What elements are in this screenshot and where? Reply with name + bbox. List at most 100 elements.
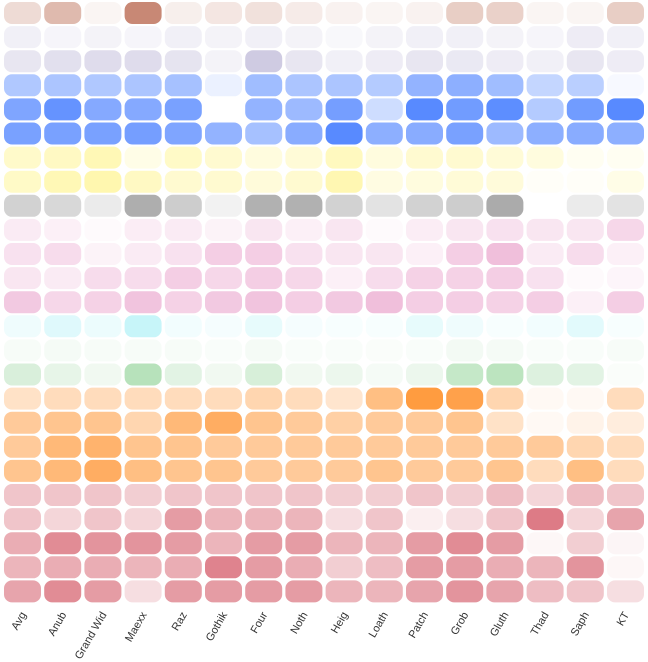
heatmap-cell-g3-r1-avg bbox=[4, 170, 41, 193]
heatmap-cell-g0-r0-kt bbox=[607, 2, 644, 24]
heatmap-cell-g9-r3-noth bbox=[285, 556, 323, 579]
heatmap-cell-g2-r1-kt bbox=[607, 98, 644, 121]
heatmap-cell-g5-r2-loath bbox=[365, 267, 403, 290]
heatmap-cell-g8-r2-gluth bbox=[486, 435, 524, 458]
heatmap-cell-g5-r3-maexx bbox=[124, 291, 162, 314]
heatmap-cell-g2-r2-grand-wid bbox=[84, 122, 122, 145]
heatmap-cell-g9-r0-four bbox=[245, 484, 283, 506]
heatmap-cell-g2-r1-gothik bbox=[205, 98, 242, 121]
heatmap-cell-g9-r0-thad bbox=[526, 484, 564, 506]
heatmap-cell-g5-r3-gluth bbox=[486, 291, 524, 314]
heatmap-cell-g5-r1-raz bbox=[164, 243, 202, 265]
heatmap-cell-g9-r0-grand-wid bbox=[84, 484, 122, 506]
heatmap-cell-g2-r2-gluth bbox=[486, 122, 524, 145]
heatmap-cell-g5-r0-grob bbox=[446, 218, 484, 241]
heatmap-cell-g3-r0-saph bbox=[566, 146, 604, 169]
heatmap-cell-g9-r3-anub bbox=[44, 556, 82, 579]
heatmap-cell-g3-r1-raz bbox=[164, 170, 202, 193]
heatmap-cell-g5-r0-gothik bbox=[205, 218, 242, 241]
column-label-saph: Saph bbox=[569, 610, 592, 638]
heatmap-cell-g2-r2-maexx bbox=[124, 122, 162, 145]
heatmap-cell-g6-r0-noth bbox=[285, 315, 323, 338]
heatmap-cell-g5-r1-noth bbox=[285, 243, 323, 265]
heatmap-cell-g3-r0-avg bbox=[4, 146, 41, 169]
heatmap-cell-g3-r0-patch bbox=[406, 146, 443, 169]
heatmap-cell-g9-r3-heig bbox=[325, 556, 363, 579]
heatmap-cell-g4-r0-kt bbox=[607, 194, 644, 217]
heatmap-cell-g6-r0-anub bbox=[44, 315, 82, 338]
heatmap-cell-g2-r2-thad bbox=[526, 122, 564, 145]
heatmap-cell-g8-r3-patch bbox=[406, 459, 443, 482]
heatmap-cell-g2-r2-grob bbox=[446, 122, 484, 145]
heatmap-cell-g9-r4-gothik bbox=[205, 580, 242, 603]
heatmap-cell-g9-r3-maexx bbox=[124, 556, 162, 579]
heatmap-cell-g9-r2-maexx bbox=[124, 532, 162, 555]
heatmap-cell-g9-r2-raz bbox=[164, 532, 202, 555]
column-label-heig: Heig bbox=[329, 610, 351, 636]
heatmap-cell-g0-r0-loath bbox=[365, 2, 403, 24]
heatmap-cell-g5-r0-maexx bbox=[124, 218, 162, 241]
heatmap-cell-g9-r4-kt bbox=[607, 580, 644, 603]
heatmap-cell-g5-r1-loath bbox=[365, 243, 403, 265]
heatmap-cell-g7-r0-gluth bbox=[486, 339, 524, 362]
heatmap-cell-g5-r1-grand-wid bbox=[84, 243, 122, 265]
heatmap-cell-g9-r1-kt bbox=[607, 508, 644, 531]
heatmap-cell-g5-r1-anub bbox=[44, 243, 82, 265]
heatmap-cell-g7-r0-grob bbox=[446, 339, 484, 362]
heatmap-cell-g2-r2-kt bbox=[607, 122, 644, 145]
heatmap-cell-g8-r0-patch bbox=[406, 387, 443, 410]
heatmap-cell-g2-r0-grob bbox=[446, 74, 484, 97]
heatmap-cell-g9-r4-grob bbox=[446, 580, 484, 603]
heatmap-cell-g5-r3-grob bbox=[446, 291, 484, 314]
heatmap-cell-g9-r4-avg bbox=[4, 580, 41, 603]
heatmap-cell-g5-r3-gothik bbox=[205, 291, 242, 314]
heatmap-cell-g8-r1-gluth bbox=[486, 411, 524, 434]
heatmap-cell-g6-r0-loath bbox=[365, 315, 403, 338]
heatmap-cell-g2-r1-maexx bbox=[124, 98, 162, 121]
heatmap-cell-g0-r0-gothik bbox=[205, 2, 242, 24]
heatmap-cell-g5-r1-heig bbox=[325, 243, 363, 265]
heatmap-cell-g1-r1-gothik bbox=[205, 50, 242, 73]
heatmap-cell-g7-r0-gothik bbox=[205, 339, 242, 362]
heatmap-cell-g2-r0-kt bbox=[607, 74, 644, 97]
heatmap-cell-g0-r0-saph bbox=[566, 2, 604, 24]
heatmap-cell-g2-r1-saph bbox=[566, 98, 604, 121]
heatmap-cell-g8-r3-heig bbox=[325, 459, 363, 482]
heatmap-cell-g8-r0-thad bbox=[526, 387, 564, 410]
heatmap-cell-g7-r1-gluth bbox=[486, 363, 524, 386]
heatmap-cell-g2-r2-patch bbox=[406, 122, 443, 145]
column-label-four: Four bbox=[249, 610, 271, 636]
heatmap-cells bbox=[4, 2, 644, 603]
heatmap-cell-g1-r1-anub bbox=[44, 50, 82, 73]
heatmap-cell-g8-r2-grand-wid bbox=[84, 435, 122, 458]
column-label-kt: KT bbox=[615, 610, 633, 628]
heatmap-cell-g3-r1-gothik bbox=[205, 170, 242, 193]
heatmap-cell-g5-r0-noth bbox=[285, 218, 323, 241]
heatmap-cell-g5-r2-maexx bbox=[124, 267, 162, 290]
heatmap-cell-g8-r1-four bbox=[245, 411, 283, 434]
heatmap-cell-g2-r0-maexx bbox=[124, 74, 162, 97]
heatmap-cell-g2-r0-thad bbox=[526, 74, 564, 97]
heatmap-cell-g8-r1-thad bbox=[526, 411, 564, 434]
heatmap-cell-g3-r1-heig bbox=[325, 170, 363, 193]
heatmap-cell-g8-r2-avg bbox=[4, 435, 41, 458]
heatmap-cell-g8-r1-grob bbox=[446, 411, 484, 434]
heatmap-cell-g5-r2-gluth bbox=[486, 267, 524, 290]
heatmap-cell-g5-r2-grand-wid bbox=[84, 267, 122, 290]
heatmap-cell-g5-r2-grob bbox=[446, 267, 484, 290]
heatmap-cell-g8-r0-kt bbox=[607, 387, 644, 410]
heatmap-cell-g5-r1-maexx bbox=[124, 243, 162, 265]
heatmap-cell-g9-r1-grob bbox=[446, 508, 484, 531]
heatmap-cell-g8-r3-saph bbox=[566, 459, 604, 482]
column-label-thad: Thad bbox=[529, 610, 552, 638]
heatmap-cell-g5-r0-gluth bbox=[486, 218, 524, 241]
heatmap-cell-g3-r0-anub bbox=[44, 146, 82, 169]
heatmap-cell-g5-r3-heig bbox=[325, 291, 363, 314]
heatmap-cell-g2-r2-anub bbox=[44, 122, 82, 145]
heatmap-cell-g3-r0-raz bbox=[164, 146, 202, 169]
heatmap-cell-g3-r1-noth bbox=[285, 170, 323, 193]
heatmap-cell-g4-r0-avg bbox=[4, 194, 41, 217]
heatmap-cell-g2-r1-gluth bbox=[486, 98, 524, 121]
column-label-grand-wid: Grand Wid bbox=[73, 610, 110, 662]
heatmap-cell-g7-r1-grand-wid bbox=[84, 363, 122, 386]
